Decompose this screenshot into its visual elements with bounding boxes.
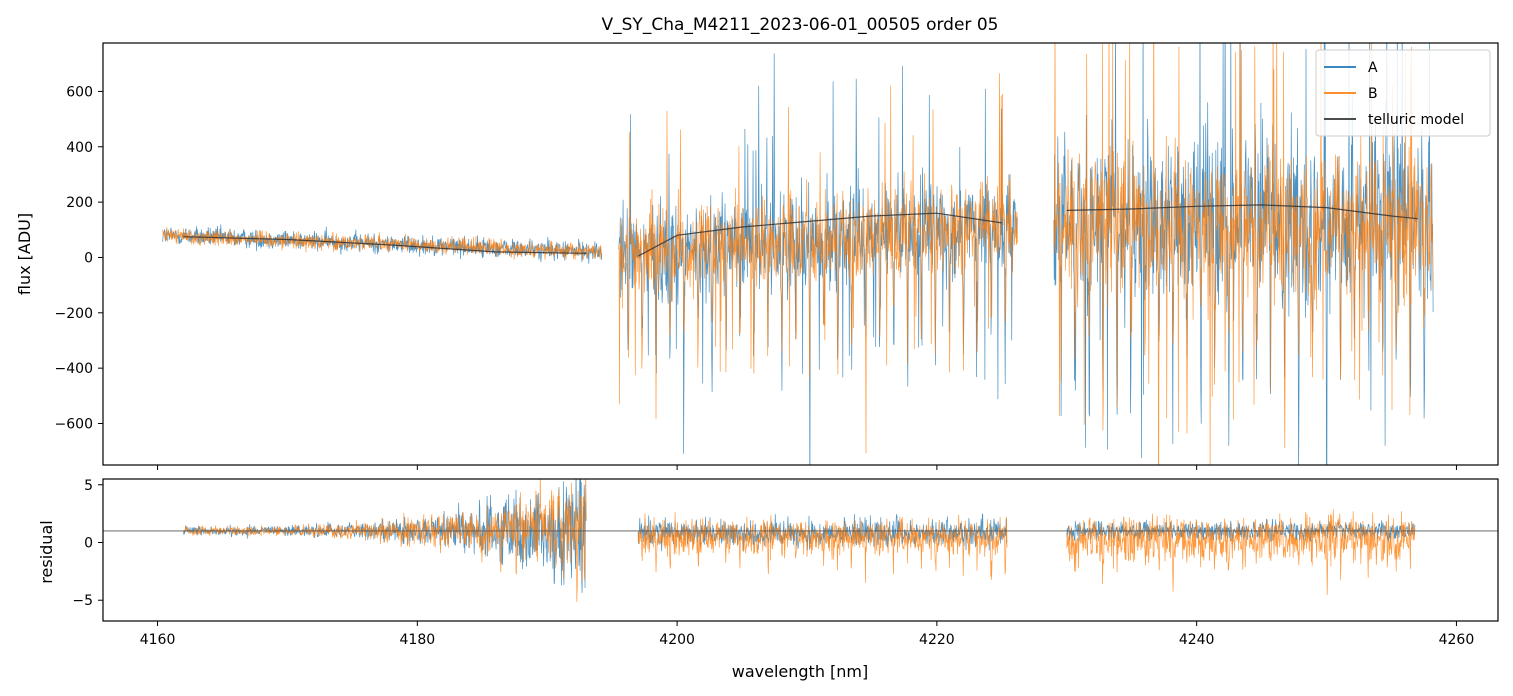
legend: A B telluric model [1315, 49, 1491, 137]
chart-title: V_SY_Cha_M4211_2023-06-01_00505 order 05 [602, 15, 999, 35]
top-y-tick-label: 600 [66, 84, 93, 100]
top-y-tick-label: −600 [55, 416, 93, 432]
top-panel-frame [102, 42, 1499, 466]
series-b-segment-2 [1053, 43, 1434, 465]
series-a-segment-1 [618, 53, 1018, 465]
series-telluric-model-segment-1 [637, 212, 1002, 257]
x-axis-label: wavelength [nm] [732, 662, 869, 681]
bottom-y-tick-label: −5 [72, 593, 93, 609]
top-y-axis-label: flux [ADU] [15, 213, 34, 295]
x-tick-label: 4220 [919, 632, 955, 648]
top-y-tick-label: 200 [66, 195, 93, 211]
series-b-segment-1 [618, 73, 1018, 454]
top-y-tick-label: 400 [66, 140, 93, 156]
top-panel-data [162, 43, 1434, 465]
bottom-panel-data [103, 479, 1498, 602]
bottom-panel-frame [102, 478, 1499, 622]
bottom-y-tick-label: 5 [84, 478, 93, 494]
residual-b-segment-2 [1066, 509, 1416, 596]
x-tick-label: 4180 [400, 632, 436, 648]
legend-label-telluric: telluric model [1368, 112, 1464, 128]
series-telluric-model-segment-0 [183, 236, 587, 254]
x-tick-label: 4160 [140, 632, 176, 648]
bottom-y-axis-label: residual [37, 520, 56, 583]
x-tick-label: 4240 [1179, 632, 1215, 648]
bottom-y-tick-label: 0 [84, 535, 93, 551]
series-b-segment-0 [162, 227, 603, 260]
x-tick-label: 4260 [1439, 632, 1475, 648]
legend-label-a: A [1368, 60, 1378, 76]
top-panel-ticks: −600 −400 −200 0 200 400 600 [55, 84, 1457, 470]
x-tick-label: 4200 [659, 632, 695, 648]
series-telluric-model-segment-2 [1066, 204, 1418, 220]
bottom-panel-ticks: −5 0 5 4160 4180 4200 4220 4240 4260 [72, 478, 1474, 648]
residual-b-segment-0 [183, 479, 587, 602]
residual-b-segment-1 [637, 512, 1008, 583]
top-y-tick-label: −200 [55, 306, 93, 322]
top-y-tick-label: 0 [84, 250, 93, 266]
top-y-tick-label: −400 [55, 361, 93, 377]
legend-box [1315, 49, 1491, 137]
legend-label-b: B [1368, 86, 1378, 102]
